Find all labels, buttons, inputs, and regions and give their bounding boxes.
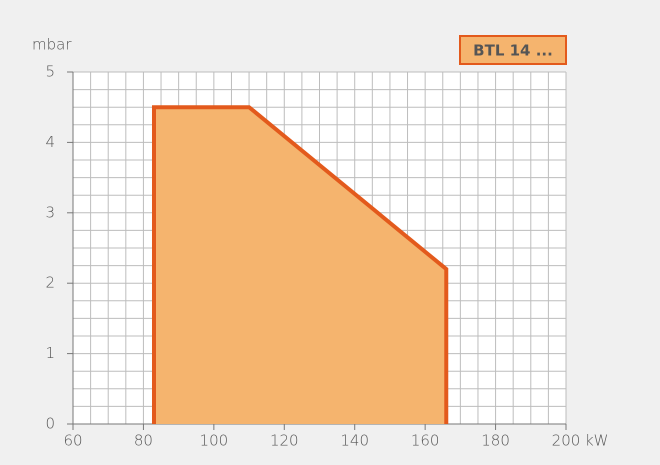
x-tick-label: 80 [134, 432, 153, 450]
x-tick-label: 120 [270, 432, 299, 450]
legend-label: BTL 14 ... [473, 42, 553, 60]
y-tick-label: 0 [45, 415, 55, 433]
y-tick-label: 3 [45, 203, 55, 221]
legend-box [459, 35, 567, 65]
x-axis-label: kW [585, 432, 609, 450]
y-tick-label: 1 [45, 344, 55, 362]
area [153, 107, 447, 424]
x-tick-label: 140 [340, 432, 369, 450]
x-tick-label: 180 [481, 432, 510, 450]
y-tick-label: 4 [45, 133, 55, 151]
y-tick-label: 2 [45, 274, 55, 292]
x-tick-label: 100 [200, 432, 229, 450]
y-tick-label: 5 [45, 63, 55, 81]
y-axis-label: mbar [32, 36, 72, 54]
x-tick-label: 60 [63, 432, 82, 450]
x-tick-label: 160 [411, 432, 440, 450]
x-tick-label: 200 [552, 432, 581, 450]
area-outline [151, 105, 449, 424]
